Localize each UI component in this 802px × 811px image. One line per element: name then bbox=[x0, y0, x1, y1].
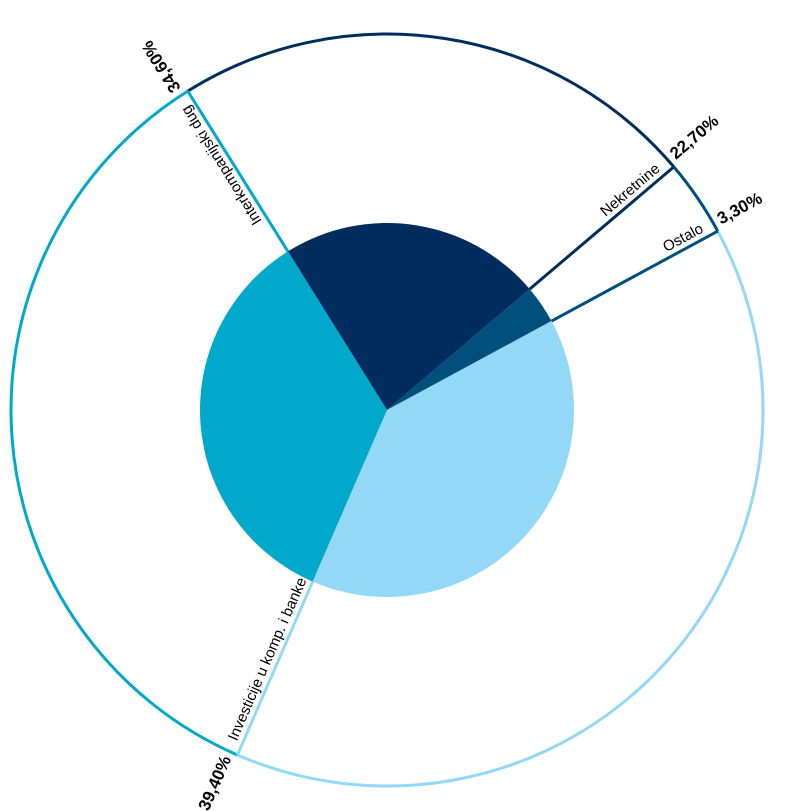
category-label-interkompanijski-dug: Interkompanijski dug bbox=[178, 102, 265, 228]
percent-label-ostalo: 3,30% bbox=[714, 189, 765, 229]
separator-line-nekretnine bbox=[528, 165, 675, 291]
pie-slice-nekretnine bbox=[287, 222, 530, 410]
separator-line-ostalo bbox=[550, 229, 719, 323]
separator-line-investicije-u-komp-i-banke bbox=[236, 580, 314, 756]
pie-slice-investicije-u-komp-i-banke bbox=[312, 321, 574, 597]
percent-label-nekretnine: 22,70% bbox=[666, 111, 722, 163]
pie-slice-ostalo bbox=[387, 289, 552, 410]
separator-line-interkompanijski-dug bbox=[186, 90, 290, 253]
outer-arc-investicije-u-komp-i-banke bbox=[236, 230, 765, 788]
outer-arc-interkompanijski-dug bbox=[9, 89, 239, 757]
category-label-investicije-u-komp-i-banke: Investicije u komp. i banke bbox=[225, 575, 311, 743]
outer-ring-arcs bbox=[9, 32, 765, 788]
outer-arc-ostalo bbox=[672, 165, 720, 232]
percent-label-interkompanijski-dug: 34,60% bbox=[138, 37, 185, 96]
pie-slice-interkompanijski-dug bbox=[199, 251, 387, 582]
outer-arc-nekretnine bbox=[186, 32, 675, 168]
percent-label-investicije-u-komp-i-banke: 39,40% bbox=[195, 753, 235, 811]
category-label-nekretnine: Nekretnine bbox=[597, 160, 663, 220]
pie-slices bbox=[186, 90, 719, 756]
